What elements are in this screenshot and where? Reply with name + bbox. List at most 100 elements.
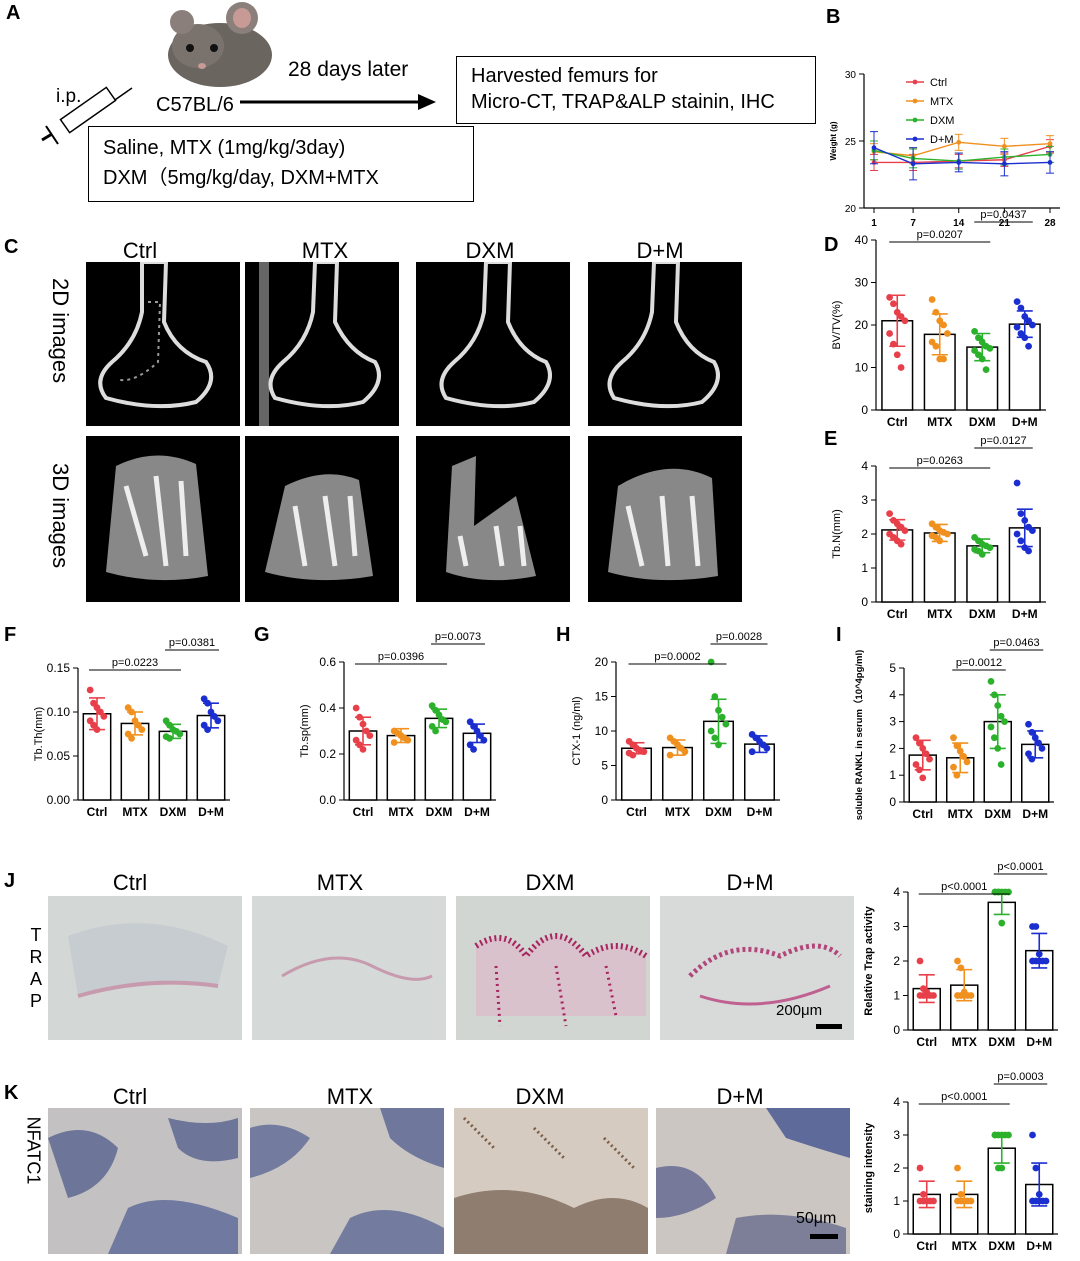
- i-point: [919, 774, 927, 782]
- b-legend-marker-2: [912, 117, 918, 123]
- treatment-box: Saline, MTX (1mg/kg/3day) DXM（5mg/kg/day…: [88, 126, 474, 202]
- d-ytick-label: 0: [861, 403, 868, 417]
- col-label-ctrl: Ctrl: [122, 238, 158, 263]
- syringe-icon: [41, 86, 133, 145]
- d-point: [982, 366, 990, 374]
- j-point: [930, 992, 937, 999]
- k-ytick-label: 1: [893, 1194, 900, 1208]
- e-xtick-label: MTX: [927, 607, 952, 621]
- g-ytick-label: 0.0: [319, 793, 336, 807]
- trap-letter-p: P: [29, 991, 42, 1011]
- h-point: [681, 748, 689, 756]
- i-point: [963, 758, 971, 766]
- b-xtick-label: 1: [871, 218, 877, 229]
- k-sig-label-1: p=0.0003: [997, 1071, 1043, 1083]
- treatment-line1: Saline, MTX (1mg/kg/3day): [103, 137, 346, 159]
- d-point: [1017, 304, 1025, 312]
- f-y-label: Tb.Th(mm): [33, 707, 45, 761]
- b-point: [910, 161, 916, 167]
- d-point: [893, 351, 901, 359]
- i-point: [926, 755, 933, 763]
- h-sig-label-1: p=0.0028: [716, 631, 762, 643]
- i-xtick-label: MTX: [948, 807, 973, 821]
- h-bar-0: [620, 747, 653, 801]
- h-xtick-label: Ctrl: [626, 805, 647, 819]
- i-point: [1035, 739, 1043, 747]
- ihc-col-dxm: DXM: [515, 1084, 565, 1109]
- f-point: [214, 717, 222, 725]
- trap-image-ctrl: [48, 896, 242, 1040]
- b-series-line-2: [873, 149, 1051, 162]
- i-point: [997, 712, 1005, 720]
- e-ytick-label: 4: [861, 459, 868, 473]
- g-point: [470, 746, 477, 753]
- trap-col-mtx: MTX: [316, 870, 364, 895]
- tbn-bar-chart: 0 1 2 3 4 Tb.N(mm) Ctrl MTX DXM D+M p=0.0263 p=0.01…: [831, 435, 1046, 621]
- microct-2d-dm: [588, 262, 742, 426]
- k-ytick-label: 4: [893, 1095, 900, 1109]
- panel-label-d: D: [824, 234, 839, 256]
- weight-line-chart: 20 25 30 1 7 14 21 28 Weight (g) Ctrl MTX DXM D+M: [829, 70, 1060, 229]
- j-sig-label-1: p<0.0001: [997, 861, 1043, 873]
- g-point: [442, 718, 450, 726]
- harvest-line2: Micro-CT, TRAP&ALP stainin, IHC: [471, 91, 775, 113]
- panel-label-i: I: [836, 624, 842, 646]
- i-point: [960, 753, 968, 760]
- f-bar-3: [196, 714, 226, 801]
- j-point: [954, 957, 961, 965]
- d-point: [890, 300, 897, 308]
- f-xtick-label: MTX: [122, 805, 147, 819]
- trap-image-dm: [660, 896, 854, 1040]
- j-sig-label-0: p<0.0001: [941, 881, 987, 893]
- d-xtick-label: D+M: [1012, 415, 1038, 429]
- timeline-arrow: [240, 94, 436, 110]
- k-point: [1029, 1131, 1036, 1139]
- g-point: [359, 746, 367, 753]
- e-point: [1013, 530, 1021, 538]
- panel-label-g: G: [254, 624, 270, 646]
- panel-label-h: H: [556, 624, 571, 646]
- k-xtick-label: D+M: [1026, 1239, 1052, 1253]
- e-ytick-label: 1: [861, 561, 868, 575]
- g-xtick-label: Ctrl: [353, 805, 374, 819]
- h-point: [722, 720, 730, 728]
- mouse-icon: [168, 2, 272, 87]
- harvest-line1: Harvested femurs for: [471, 65, 658, 87]
- e-point: [1029, 527, 1036, 534]
- staining-intensity-bar-chart: 0 1 2 3 4 staining intensity Ctrl MTX DXM D+M p<0.…: [863, 1071, 1058, 1253]
- g-y-label: Tb.sp(mm): [299, 704, 311, 757]
- g-xtick-label: DXM: [426, 805, 453, 819]
- ihc-col-ctrl: Ctrl: [112, 1084, 148, 1109]
- i-xtick-label: D+M: [1022, 807, 1048, 821]
- strain-label: C57BL/6: [156, 94, 234, 116]
- i-ytick-label: 1: [889, 768, 896, 782]
- k-sig-label-0: p<0.0001: [941, 1091, 987, 1103]
- j-xtick-label: MTX: [952, 1035, 977, 1049]
- f-xtick-label: DXM: [160, 805, 187, 819]
- h-point: [707, 727, 715, 735]
- d-sig-label-0: p=0.0207: [917, 229, 963, 241]
- f-sig-label-1: p=0.0381: [169, 637, 215, 649]
- e-point: [897, 540, 905, 548]
- panel-label-j: J: [4, 870, 16, 892]
- e-ytick-label: 2: [861, 527, 868, 541]
- b-xtick-label: 7: [910, 218, 916, 229]
- i-point: [912, 734, 920, 742]
- e-sig-label-1: p=0.0127: [980, 435, 1026, 447]
- j-point: [1042, 957, 1050, 965]
- e-ytick-label: 3: [861, 493, 868, 507]
- j-xtick-label: D+M: [1026, 1035, 1052, 1049]
- b-xtick-label: 21: [999, 218, 1011, 229]
- i-xtick-label: DXM: [984, 807, 1011, 821]
- rankl-bar-chart: 0 1 2 3 4 5 soluble RANKL in serum（10^4pg/ml) C…: [853, 637, 1054, 821]
- trap-image-mtx: [252, 896, 446, 1040]
- e-y-label: Tb.N(mm): [831, 509, 843, 559]
- i-point: [987, 678, 995, 685]
- i-point: [953, 742, 961, 750]
- microct-2d-ctrl: [86, 262, 240, 426]
- d-ytick-label: 30: [855, 276, 869, 290]
- d-point: [1013, 298, 1021, 306]
- k-point: [930, 1197, 937, 1205]
- h-ytick-label: 20: [595, 655, 609, 669]
- g-ytick-label: 0.6: [319, 655, 336, 669]
